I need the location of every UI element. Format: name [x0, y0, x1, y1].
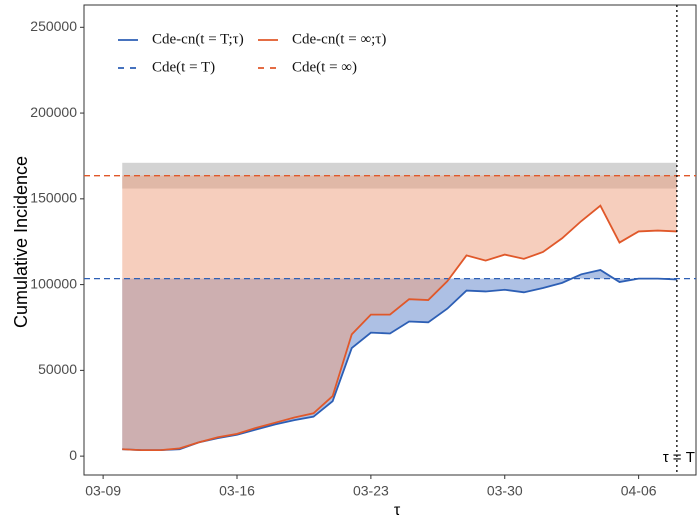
x-tick-label: 03-30 — [487, 483, 523, 499]
x-tick-label: 04-06 — [621, 483, 657, 499]
y-axis-label: Cumulative Incidence — [11, 156, 31, 328]
y-tick-label: 250000 — [30, 18, 77, 34]
y-tick-label: 200000 — [30, 104, 77, 120]
line — [122, 204, 677, 452]
legend-label: Cde-cn(t = T;τ) — [152, 31, 244, 47]
x-tick-label: 03-23 — [353, 483, 389, 499]
x-tick-label: 03-16 — [219, 483, 255, 499]
x-tick-label: 03-09 — [85, 483, 121, 499]
y-tick-label: 100000 — [30, 275, 77, 291]
legend-label: Cde(t = T) — [152, 59, 215, 75]
legend-label: Cde(t = ∞) — [292, 59, 357, 75]
y-tick-label: 50000 — [38, 361, 77, 377]
panel — [83, 4, 697, 476]
y-tick-label: 150000 — [30, 190, 77, 206]
area — [122, 175, 677, 451]
x-axis-label: τ — [394, 502, 401, 519]
legend-label: Cde-cn(t = ∞;τ) — [292, 31, 386, 47]
vline-label: τ = T — [663, 449, 695, 466]
y-tick-label: 0 — [69, 447, 77, 463]
